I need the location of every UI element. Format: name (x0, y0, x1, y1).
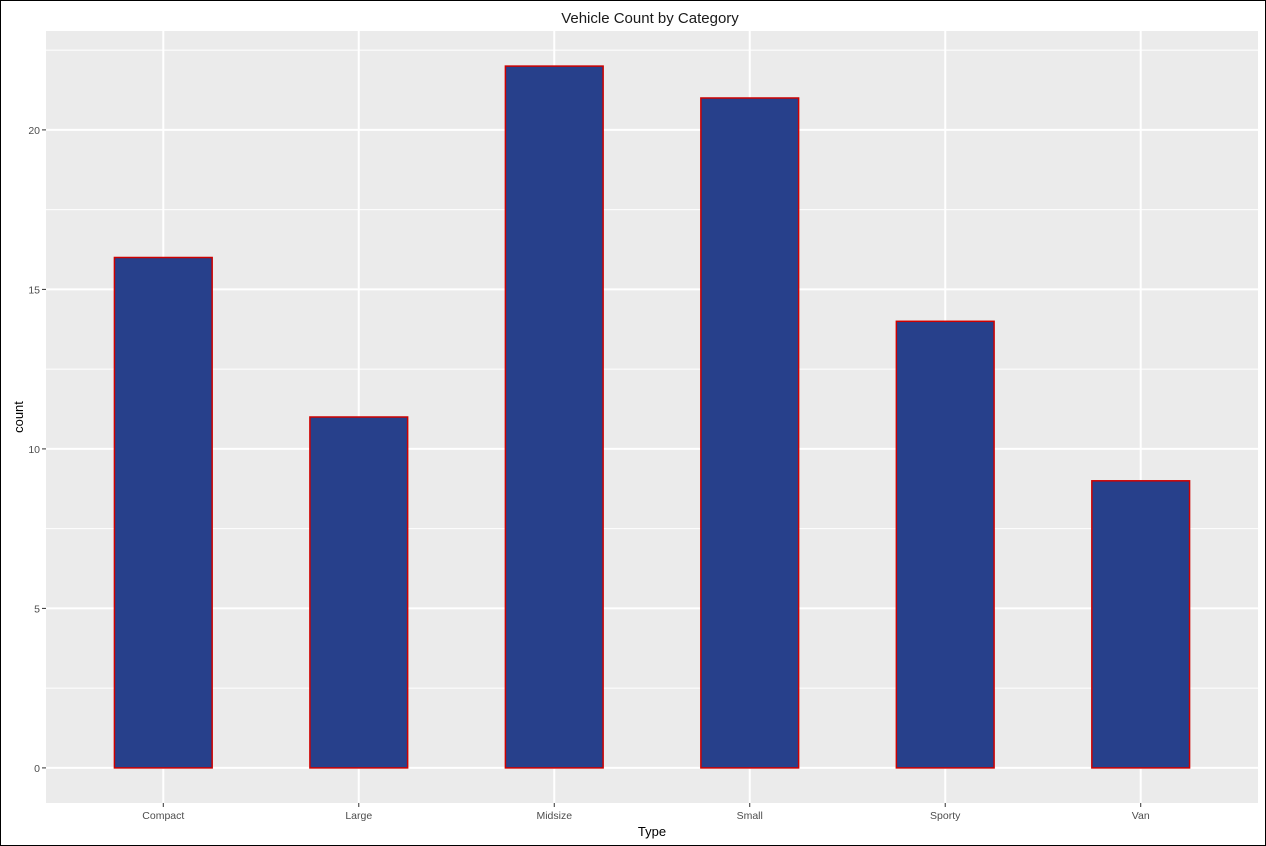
y-axis-ticks: 0 5 10 15 20 (28, 125, 46, 775)
x-axis-title: Type (638, 824, 666, 839)
bar-midsize (504, 65, 604, 769)
y-tick-label: 5 (34, 603, 40, 615)
x-tick-label: Sporty (930, 810, 961, 822)
bar-sporty (895, 320, 995, 769)
x-tick-label: Small (737, 810, 763, 822)
x-axis-ticks: Compact Large Midsize Small Sporty Van (142, 803, 1150, 822)
x-tick-label: Van (1132, 810, 1150, 822)
plot-panel (46, 31, 1258, 803)
x-tick-label: Large (345, 810, 372, 822)
y-tick-label: 20 (28, 125, 40, 137)
y-tick-label: 0 (34, 763, 40, 775)
chart-title: Vehicle Count by Category (561, 10, 739, 27)
y-tick-label: 15 (28, 284, 40, 296)
x-tick-label: Midsize (536, 810, 572, 822)
minor-gridlines (46, 49, 1258, 689)
y-tick-label: 10 (28, 444, 40, 456)
bar-large (309, 416, 409, 769)
bar-compact (113, 256, 213, 769)
bar-series (113, 65, 1191, 769)
bar-van (1091, 480, 1191, 769)
x-tick-label: Compact (142, 810, 184, 822)
y-axis-title: count (11, 401, 26, 433)
bar-small (700, 97, 800, 769)
